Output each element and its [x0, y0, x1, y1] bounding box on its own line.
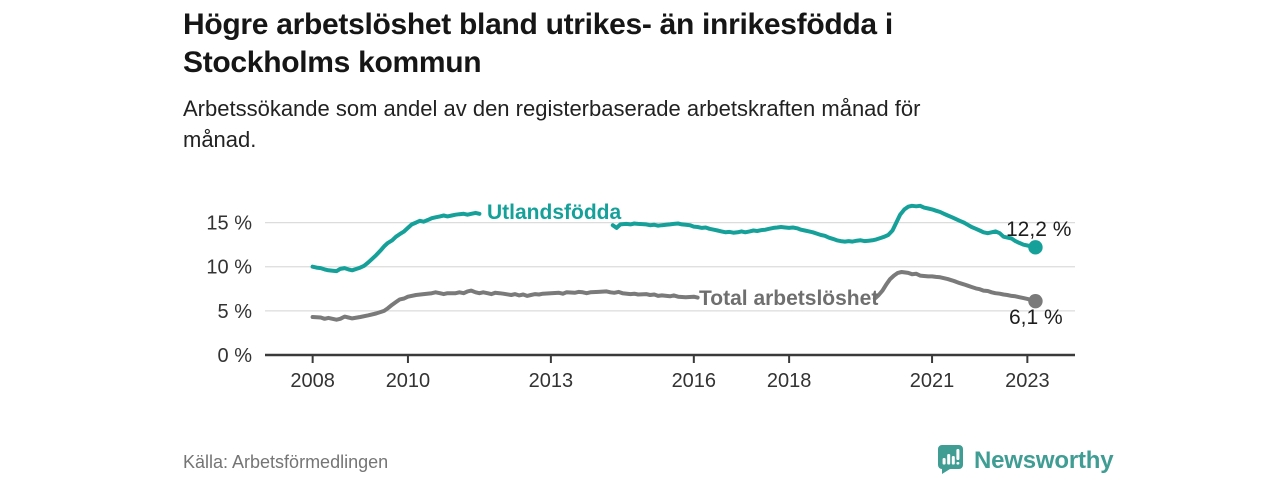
series-line-0	[610, 203, 1038, 250]
x-axis-tick-label: 2023	[1005, 370, 1050, 392]
source-attribution: Källa: Arbetsförmedlingen	[183, 452, 389, 472]
x-axis-tick-label: 2008	[290, 370, 335, 392]
page-title: Högre arbetslöshet bland utrikes- än inr…	[183, 6, 893, 82]
x-axis-tick-label: 2013	[529, 370, 574, 392]
series-end-dot-1	[1028, 293, 1043, 309]
series-end-dot-0	[1028, 240, 1043, 255]
title-line-1: Högre arbetslöshet bland utrikes- än inr…	[183, 8, 893, 41]
series-label-utlandsfodda: Utlandsfödda	[487, 201, 622, 224]
title-line-2: Stockholms kommun	[183, 46, 482, 79]
subtitle-line-2: månad.	[183, 127, 257, 152]
series-line-1	[872, 270, 1038, 304]
x-axis-tick-label: 2018	[767, 370, 812, 392]
y-axis-tick-label: 15 %	[206, 213, 252, 235]
x-axis-tick-label: 2021	[910, 370, 955, 392]
x-axis-tick-label: 2010	[386, 370, 431, 392]
y-axis-tick-label: 10 %	[206, 257, 252, 279]
y-axis-tick-label: 0 %	[218, 345, 253, 367]
series-line-1	[310, 288, 700, 322]
series-label-total-arbetsloshet: Total arbetslöshet	[699, 287, 879, 310]
newsworthy-wordmark: Newsworthy	[974, 447, 1114, 474]
series-line-0	[310, 210, 482, 274]
end-value-label-utlandsfodda: 12,2 %	[1006, 218, 1072, 241]
y-axis-tick-label: 5 %	[218, 301, 253, 323]
end-value-label-total: 6,1 %	[1009, 306, 1063, 329]
newsworthy-brand: Newsworthy	[935, 443, 1114, 479]
x-axis-tick-label: 2016	[672, 370, 717, 392]
chart-subtitle: Arbetssökande som andel av den registerb…	[183, 93, 920, 155]
newsworthy-logo-icon	[935, 443, 965, 479]
subtitle-line-1: Arbetssökande som andel av den registerb…	[183, 96, 921, 121]
